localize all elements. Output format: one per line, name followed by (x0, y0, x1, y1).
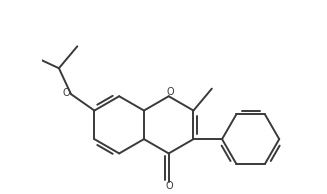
Text: O: O (165, 181, 173, 191)
Text: O: O (166, 87, 174, 97)
Text: O: O (63, 88, 71, 98)
